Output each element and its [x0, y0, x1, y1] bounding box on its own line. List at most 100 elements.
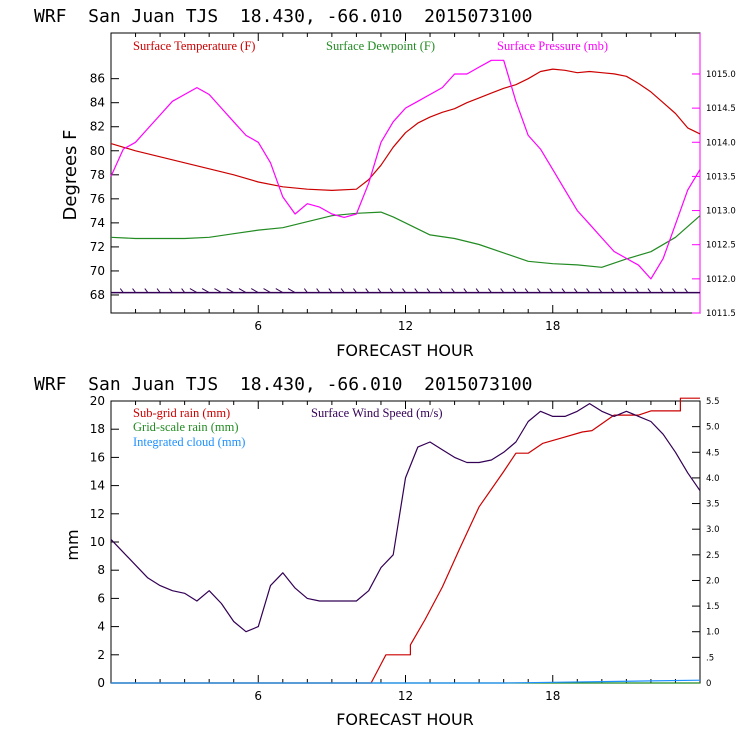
y-tick-label: 6: [97, 591, 105, 605]
y2-tick-label: 2.0: [706, 576, 720, 586]
y-tick-label: 82: [90, 120, 105, 134]
chart-2-title: WRF San Juan TJS 18.430, -66.010 2015073…: [34, 374, 533, 395]
wind-barb: [451, 288, 455, 293]
x-axis-label-1: FORECAST HOUR: [336, 341, 474, 360]
y2-tick-label: 1015.0: [706, 70, 736, 80]
y-ticks-1: 68 70 72 74 76 78 80 82 84 86: [90, 72, 119, 302]
y-tick-label: 80: [90, 144, 105, 158]
precipitation-wind-chart: WRF San Juan TJS 18.430, -66.010 2015073…: [34, 374, 720, 729]
wind-barbs: [111, 288, 700, 294]
temperature-pressure-chart: WRF San Juan TJS 18.430, -66.010 2015073…: [34, 6, 736, 360]
legend-integrated-cloud: Integrated cloud (mm): [133, 435, 245, 449]
legend-surface-wind-speed: Surface Wind Speed (m/s): [311, 406, 443, 420]
x-tick-label: 12: [398, 689, 413, 703]
x-tick-label: 12: [398, 319, 413, 333]
wind-barb: [512, 288, 517, 293]
wind-barb: [119, 288, 124, 293]
wind-barb: [238, 288, 247, 294]
y-tick-label: 86: [90, 72, 105, 86]
wind-barb: [573, 288, 578, 293]
legend-surface-dewpoint: Surface Dewpoint (F): [326, 39, 435, 53]
y-tick-label: 74: [90, 216, 105, 230]
chart-1-title: WRF San Juan TJS 18.430, -66.010 2015073…: [34, 6, 533, 27]
wind-barb: [226, 288, 234, 294]
wind-barb: [181, 288, 186, 293]
wind-barb: [189, 288, 198, 294]
wind-barb: [263, 288, 271, 294]
y-tick-label: 2: [97, 648, 105, 662]
wind-barb: [561, 288, 566, 293]
wind-barb: [328, 288, 333, 293]
x-axis-label-2: FORECAST HOUR: [336, 710, 474, 729]
wind-barb: [275, 288, 284, 294]
series-lines-1: [110, 59, 701, 280]
y-axis-label-1: Degrees F: [60, 130, 81, 221]
x-tick-label: 18: [545, 319, 560, 333]
wind-barb: [214, 288, 222, 294]
y-tick-label: 10: [90, 535, 105, 549]
wind-barb: [598, 288, 603, 293]
y2-tick-label: 5.0: [706, 423, 720, 433]
wind-barb: [156, 288, 161, 293]
wind-barb: [524, 288, 529, 293]
y2-tick-label: 1011.5: [706, 309, 736, 319]
y-tick-label: 70: [90, 264, 105, 278]
wind-barb: [287, 288, 296, 294]
y2-tick-label: 2.5: [706, 551, 720, 561]
y2-tick-label: 1012.0: [706, 275, 736, 285]
y2-tick-label: .5: [706, 653, 714, 663]
series-line-sub-grid-rain-mm: [111, 397, 700, 684]
y-tick-label: 76: [90, 192, 105, 206]
y2-tick-label: 0: [706, 679, 711, 689]
y2-tick-label: 1013.0: [706, 207, 736, 217]
wind-barb: [201, 288, 210, 294]
wind-barb: [303, 288, 308, 293]
x-ticks-2: 6 12 18: [135, 401, 676, 703]
wind-barb: [316, 288, 321, 293]
wind-barb: [365, 288, 370, 293]
y-tick-label: 84: [90, 96, 105, 110]
y-axis-label-2: mm: [63, 529, 82, 560]
y-tick-label: 16: [90, 450, 105, 464]
y2-tick-label: 3.0: [706, 525, 720, 535]
wind-barb: [353, 288, 357, 293]
series-line-integrated-cloud-mm: [111, 679, 701, 684]
y-tick-label: 0: [97, 676, 105, 690]
wind-barb: [144, 288, 149, 293]
series-line-surface-temperature-f: [110, 68, 701, 191]
y2-tick-label: 1014.5: [706, 104, 736, 114]
plot-frame-1: [110, 32, 701, 314]
y-tick-label: 72: [90, 240, 105, 254]
y-tick-label: 78: [90, 168, 105, 182]
wind-barb: [622, 288, 627, 293]
wind-barb: [340, 288, 345, 293]
wind-barb: [168, 288, 173, 293]
wind-barb: [647, 288, 652, 293]
wind-barb: [672, 288, 676, 293]
wind-barb: [537, 288, 541, 293]
series-line-surface-wind-speed-m-s: [110, 403, 701, 633]
wind-barb: [426, 288, 431, 293]
legend-grid-scale-rain: Grid-scale rain (mm): [133, 420, 239, 434]
y2-tick-label: 1.5: [706, 602, 720, 612]
x-tick-label: 6: [254, 689, 262, 703]
wind-barb: [463, 288, 468, 293]
y2-tick-label: 1014.0: [706, 138, 736, 148]
wind-barb: [377, 288, 382, 293]
y2-tick-label: 3.5: [706, 500, 720, 510]
y-tick-label: 20: [90, 394, 105, 408]
legend-sub-grid-rain: Sub-grid rain (mm): [133, 406, 230, 420]
wind-barb: [475, 288, 480, 293]
legend-surface-pressure: Surface Pressure (mb): [497, 39, 608, 53]
wind-barb: [402, 288, 406, 293]
series-line-surface-dewpoint-f: [110, 211, 701, 268]
legend-surface-temperature: Surface Temperature (F): [133, 39, 255, 53]
y2-tick-label: 4.5: [706, 448, 720, 458]
wind-barb: [659, 288, 664, 293]
y-tick-label: 14: [90, 479, 105, 493]
y-tick-label: 68: [90, 288, 105, 302]
y-ticks-2: 0 2 4 6 8 10 12 14 16 18 20: [90, 394, 119, 690]
wind-barb: [251, 288, 259, 294]
wind-barb: [610, 288, 615, 293]
